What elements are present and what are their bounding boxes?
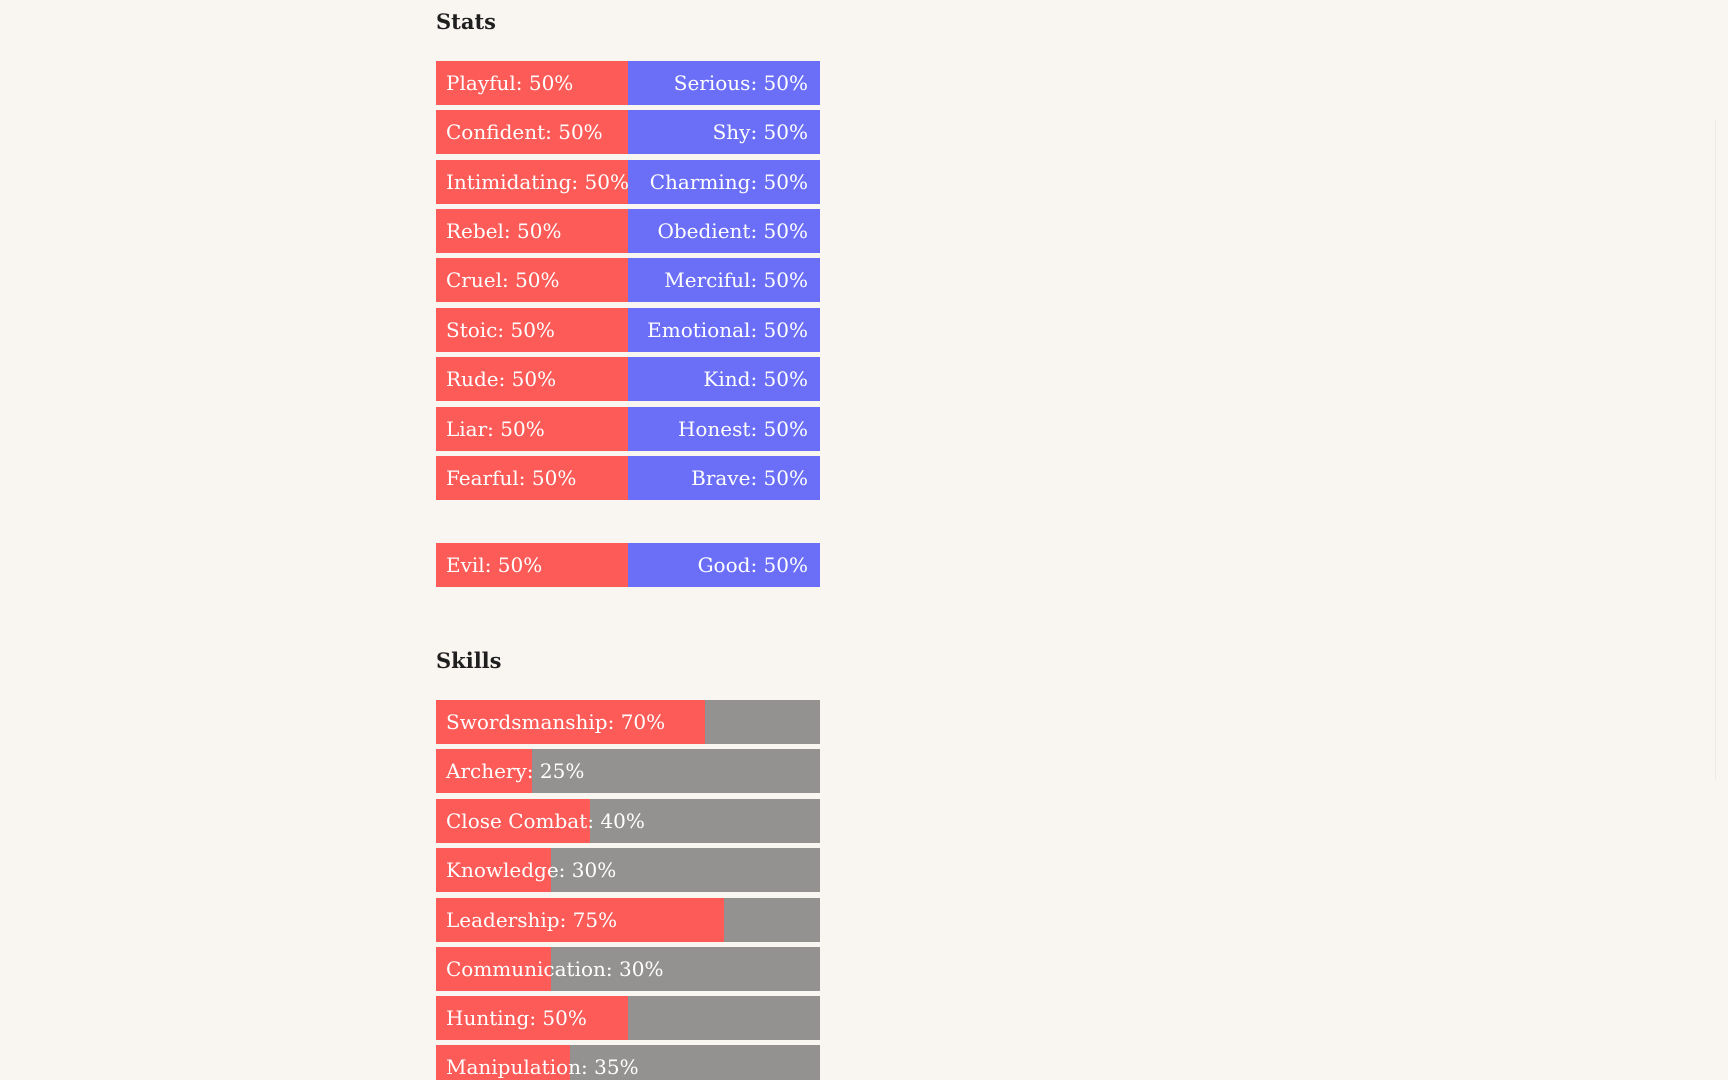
stats-title: Stats (436, 9, 496, 34)
stat-left-label: Confident: 50% (446, 120, 603, 144)
stat-left-fill (436, 543, 628, 587)
stat-right-label: Kind: 50% (703, 367, 808, 391)
stat-left-fill (436, 456, 628, 500)
stat-left-fill (436, 160, 628, 204)
stat-bar-rebel-obedient: Rebel: 50% Obedient: 50% (436, 209, 820, 253)
stat-bar-intimidating-charming: Intimidating: 50% Charming: 50% (436, 160, 820, 204)
stat-right-label: Good: 50% (697, 553, 808, 577)
skill-bar-leadership: Leadership: 75% (436, 898, 820, 942)
stat-bar-fearful-brave: Fearful: 50% Brave: 50% (436, 456, 820, 500)
stat-left-label: Fearful: 50% (446, 466, 577, 490)
skill-label: Manipulation: 35% (446, 1055, 639, 1079)
stat-left-fill (436, 209, 628, 253)
skill-fill (436, 848, 552, 892)
stat-left-fill (436, 407, 628, 451)
skill-label: Swordsmanship: 70% (446, 710, 666, 734)
skill-bar-manipulation: Manipulation: 35% (436, 1045, 820, 1080)
skill-label: Communication: 30% (446, 957, 664, 981)
skill-bar-knowledge: Knowledge: 30% (436, 848, 820, 892)
stat-right-label: Serious: 50% (673, 71, 808, 95)
scrollbar[interactable] (1715, 120, 1728, 780)
stat-bar-playful-serious: Playful: 50% Serious: 50% (436, 61, 820, 105)
skill-label: Hunting: 50% (446, 1006, 587, 1030)
skill-fill (436, 996, 628, 1040)
stat-bar-cruel-merciful: Cruel: 50% Merciful: 50% (436, 258, 820, 302)
skill-bar-swordsmanship: Swordsmanship: 70% (436, 700, 820, 744)
skill-bar-hunting: Hunting: 50% (436, 996, 820, 1040)
stat-bar-stoic-emotional: Stoic: 50% Emotional: 50% (436, 308, 820, 352)
skills-title: Skills (436, 648, 502, 673)
skill-fill (436, 749, 532, 793)
stat-right-label: Shy: 50% (712, 120, 808, 144)
skill-label: Leadership: 75% (446, 908, 618, 932)
stat-left-label: Cruel: 50% (446, 268, 560, 292)
skill-fill (436, 799, 590, 843)
stat-right-label: Merciful: 50% (664, 268, 808, 292)
stat-left-label: Stoic: 50% (446, 318, 555, 342)
skill-bar-communication: Communication: 30% (436, 947, 820, 991)
stat-left-label: Rebel: 50% (446, 219, 562, 243)
skill-label: Close Combat: 40% (446, 809, 645, 833)
stat-bar-confident-shy: Confident: 50% Shy: 50% (436, 110, 820, 154)
stat-right-label: Charming: 50% (649, 170, 808, 194)
stat-left-fill (436, 61, 628, 105)
stat-right-label: Obedient: 50% (657, 219, 808, 243)
skill-fill (436, 947, 552, 991)
skill-fill (436, 1045, 571, 1080)
skill-label: Archery: 25% (446, 759, 585, 783)
skill-fill (436, 898, 724, 942)
stat-left-fill (436, 308, 628, 352)
skill-bar-archery: Archery: 25% (436, 749, 820, 793)
skill-fill (436, 700, 705, 744)
stat-left-label: Liar: 50% (446, 417, 545, 441)
stat-bar-liar-honest: Liar: 50% Honest: 50% (436, 407, 820, 451)
stat-bar-rude-kind: Rude: 50% Kind: 50% (436, 357, 820, 401)
stat-right-label: Brave: 50% (691, 466, 808, 490)
stat-right-label: Emotional: 50% (647, 318, 808, 342)
skill-bar-close-combat: Close Combat: 40% (436, 799, 820, 843)
stat-left-label: Intimidating: 50% (446, 170, 629, 194)
stat-right-label: Honest: 50% (677, 417, 808, 441)
skill-label: Knowledge: 30% (446, 858, 617, 882)
stat-left-label: Playful: 50% (446, 71, 574, 95)
stat-left-fill (436, 357, 628, 401)
stat-left-fill (436, 110, 628, 154)
stat-left-label: Evil: 50% (446, 553, 543, 577)
stat-bar-evil-good: Evil: 50% Good: 50% (436, 543, 820, 587)
stat-left-label: Rude: 50% (446, 367, 557, 391)
stat-left-fill (436, 258, 628, 302)
